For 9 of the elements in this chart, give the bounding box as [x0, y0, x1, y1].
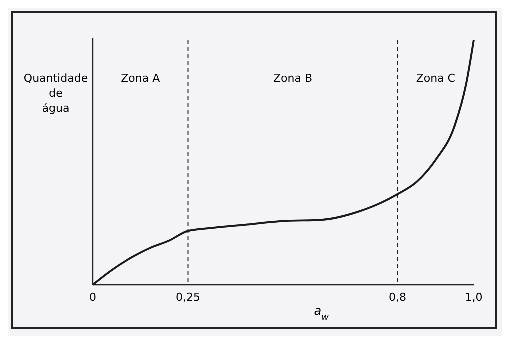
- y-axis-title: Quantidade de água: [24, 72, 88, 115]
- x-tick-label: 1,0: [465, 291, 483, 304]
- annotation: Zona C: [416, 72, 456, 85]
- x-tick-label: 0: [90, 291, 96, 304]
- annotation: Zona A: [121, 72, 161, 85]
- annotation: Zona B: [274, 72, 313, 85]
- x-tick-label: 0,25: [176, 291, 200, 304]
- x-axis-title: a$_{w}$: [314, 304, 330, 323]
- x-tick-label: 0,8: [389, 291, 407, 304]
